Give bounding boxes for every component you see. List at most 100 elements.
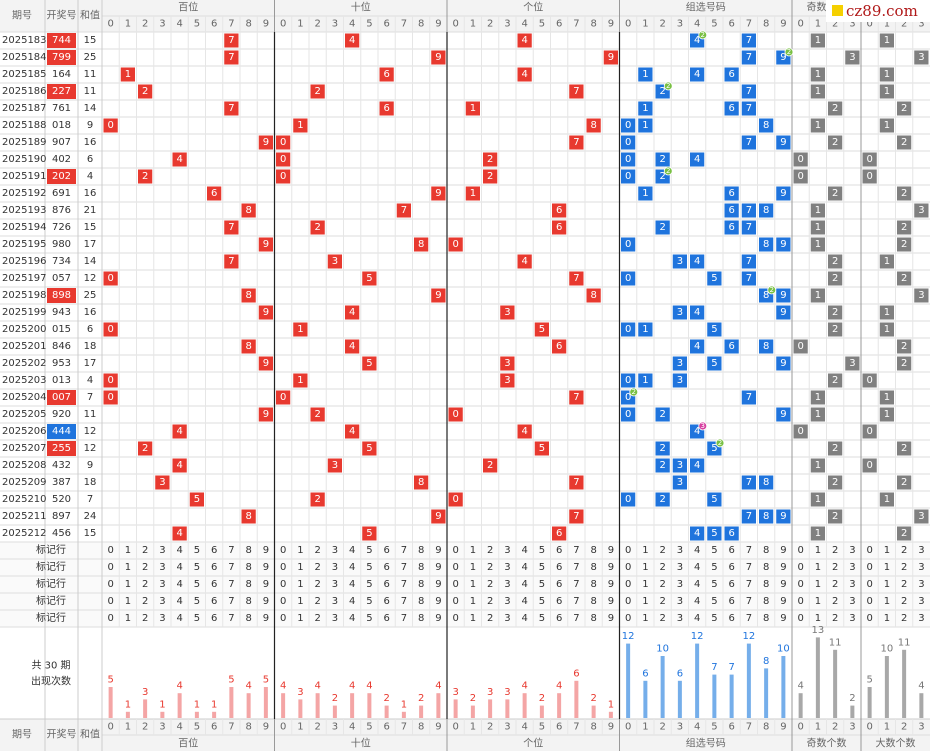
column-digit: 9: [435, 722, 441, 733]
marker-digit: 6: [556, 545, 562, 556]
number: 255: [52, 443, 71, 454]
marker-digit: 3: [504, 613, 510, 624]
group-digit: 8: [763, 205, 769, 216]
position-digit: 6: [556, 341, 562, 352]
marker-digit: 6: [211, 579, 217, 590]
group-cell: [759, 118, 774, 133]
column-digit: 3: [504, 19, 510, 30]
odd-count-digit: 1: [815, 205, 821, 216]
count-label: 2: [849, 693, 855, 704]
marker-digit: 8: [245, 596, 251, 607]
column-digit: 1: [297, 19, 303, 30]
marker-digit: 5: [711, 613, 717, 624]
count-bar: [177, 693, 182, 718]
position-digit: 8: [245, 511, 251, 522]
position-digit: 5: [366, 273, 372, 284]
issue: 2025211: [2, 511, 47, 522]
sum: 25: [84, 290, 97, 301]
column-digit: 1: [642, 19, 648, 30]
marker-digit: 1: [125, 579, 131, 590]
group-digit: 9: [780, 358, 786, 369]
group-cell: [741, 271, 756, 286]
group-digit: 6: [728, 341, 734, 352]
odd-count-digit: 1: [815, 494, 821, 505]
marker-digit: 1: [815, 613, 821, 624]
column-digit: 8: [763, 19, 769, 30]
marker-digit: 8: [763, 545, 769, 556]
repeat-badge: [715, 438, 725, 448]
big-count-digit: 2: [901, 528, 907, 539]
marker-digit: 3: [849, 596, 855, 607]
group-digit: 4: [694, 307, 700, 318]
group-digit: 0: [625, 273, 631, 284]
position-cell: [448, 407, 463, 422]
position-cell: [327, 458, 342, 473]
sum: 11: [84, 86, 97, 97]
column-digit: 6: [383, 19, 389, 30]
position-cell: [345, 424, 360, 439]
position-digit: 7: [573, 511, 579, 522]
position-digit: 0: [107, 120, 113, 131]
big-count-cell: [879, 492, 894, 507]
group-digit: 0: [625, 239, 631, 250]
marker-digit: 9: [780, 579, 786, 590]
marker-digit: 1: [884, 613, 890, 624]
marker-label: 标记行: [36, 611, 66, 624]
column-digit: 3: [677, 722, 683, 733]
count-bar: [419, 705, 424, 718]
position-digit: 9: [435, 188, 441, 199]
number: 907: [52, 137, 71, 148]
issue: 2025206: [2, 426, 47, 437]
group-cell: [741, 254, 756, 269]
marker-digit: 8: [590, 579, 596, 590]
marker-digit: 0: [107, 545, 113, 556]
position-digit: 2: [487, 171, 493, 182]
big-count-digit: 1: [884, 35, 890, 46]
number: 164: [52, 69, 71, 80]
odd-count-cell: [810, 84, 825, 99]
count-label: 1: [401, 699, 407, 710]
odd-count-digit: 0: [797, 426, 803, 437]
repeat-badge: [663, 81, 673, 91]
marker-digit: 2: [659, 596, 665, 607]
column-digit: 3: [918, 722, 924, 733]
marker-digit: 3: [677, 545, 683, 556]
column-digit: 0: [625, 19, 631, 30]
sum: 6: [87, 154, 93, 165]
marker-digit: 1: [884, 579, 890, 590]
marker-digit: 1: [642, 562, 648, 573]
column-digit: 7: [228, 19, 234, 30]
marker-digit: 4: [349, 562, 355, 573]
group-digit: 4: [694, 35, 700, 46]
odd-count-cell: [810, 288, 825, 303]
column-digit: 6: [211, 722, 217, 733]
big-count-digit: 1: [884, 307, 890, 318]
sum: 14: [84, 103, 97, 114]
big-count-cell: [914, 509, 929, 524]
group-digit: 6: [728, 103, 734, 114]
big-count-digit: 2: [901, 273, 907, 284]
position-digit: 2: [487, 154, 493, 165]
sum: 18: [84, 477, 97, 488]
odd-count-cell: [810, 203, 825, 218]
group-cell: [707, 356, 722, 371]
odd-count-digit: 2: [832, 273, 838, 284]
group-digit: 7: [746, 477, 752, 488]
count-bar: [815, 637, 820, 718]
marker-digit: 6: [728, 579, 734, 590]
marker-digit: 1: [125, 545, 131, 556]
column-digit: 1: [125, 722, 131, 733]
column-digit: 4: [349, 722, 355, 733]
column-digit: 2: [901, 722, 907, 733]
repeat-count: 2: [632, 388, 636, 396]
position-digit: 0: [452, 239, 458, 250]
column-digit: 8: [418, 722, 424, 733]
odd-count-cell: [828, 509, 843, 524]
marker-digit: 5: [711, 562, 717, 573]
logo-text: cz89.com: [846, 2, 918, 20]
group-digit: 9: [780, 290, 786, 301]
group-cell: [776, 186, 791, 201]
marker-digit: 6: [211, 562, 217, 573]
issue: 2025212: [2, 528, 47, 539]
position-digit: 5: [366, 358, 372, 369]
